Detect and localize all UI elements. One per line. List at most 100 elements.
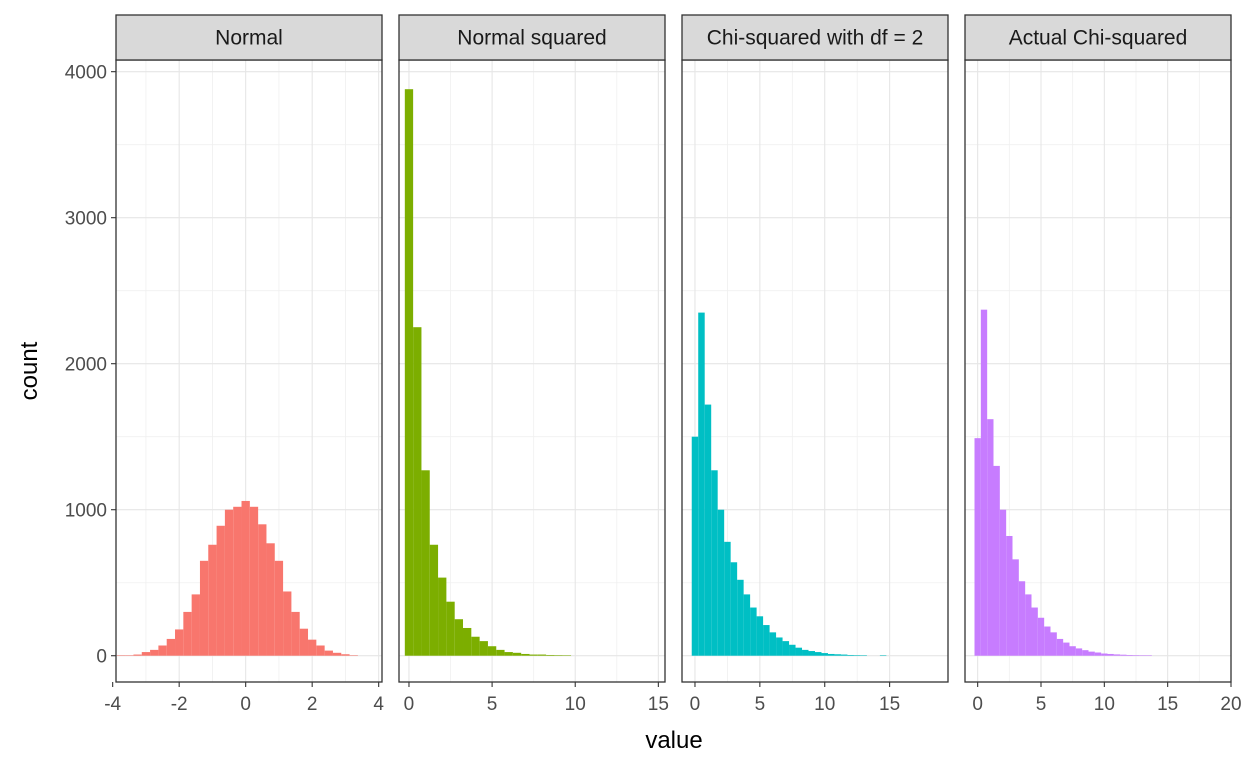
facet-strip (398, 14, 666, 61)
histogram-bar (1088, 651, 1095, 656)
facet-strip-label: Chi-squared with df = 2 (707, 27, 924, 50)
histogram-bar (258, 524, 267, 656)
y-tick-label: 0 (96, 647, 107, 668)
histogram-bar (1094, 652, 1102, 656)
histogram-bar (1037, 617, 1045, 656)
histogram-bar (980, 309, 988, 656)
y-axis: 0 1000 2000 3000 4000 (65, 63, 116, 668)
histogram-bar (521, 653, 530, 656)
histogram-bar (191, 594, 200, 656)
x-tick-label: 5 (1036, 694, 1047, 715)
histogram-bar (763, 625, 770, 656)
histogram-bar (1107, 653, 1114, 656)
facet-panel: Normal squared 0 5 10 15 (398, 14, 669, 715)
histogram-bar (125, 655, 134, 656)
facet-strip-label: Normal squared (457, 27, 606, 50)
y-tick-label: 4000 (65, 63, 107, 84)
x-tick-label: 10 (1094, 694, 1115, 715)
x-tick-label: 0 (690, 694, 701, 715)
histogram-bar (750, 607, 757, 656)
y-tick-label: 2000 (65, 355, 107, 376)
histogram-bar (266, 543, 275, 656)
x-tick-label: -4 (104, 694, 121, 715)
histogram-bar (987, 419, 994, 656)
x-tick-label: 15 (1157, 694, 1178, 715)
histogram-bar (512, 652, 522, 656)
histogram-bar (789, 644, 796, 656)
histogram-bar (808, 651, 815, 656)
histogram-bar (496, 649, 505, 656)
x-tick-label: 10 (565, 694, 586, 715)
histogram-bar (224, 509, 234, 656)
histogram-bar (1056, 638, 1064, 656)
histogram-bar (249, 506, 259, 656)
histogram-bar (299, 628, 309, 656)
x-tick-label: 5 (755, 694, 766, 715)
histogram-bar (1025, 594, 1032, 656)
histogram-bar (471, 636, 480, 656)
histogram-bar (769, 632, 777, 656)
histogram-bar (821, 653, 828, 656)
histogram-bar (1132, 655, 1140, 656)
histogram-bar (711, 470, 718, 656)
histogram-bar (1075, 648, 1083, 656)
histogram-bar (141, 652, 151, 656)
facet-strip-label: Actual Chi-squared (1009, 27, 1188, 50)
x-tick-label: 0 (972, 694, 983, 715)
histogram-bar (308, 639, 317, 656)
x-tick-label: 20 (1220, 694, 1241, 715)
histogram-bar (827, 653, 835, 656)
histogram-bar (1012, 559, 1019, 656)
histogram-bar (1006, 535, 1013, 656)
histogram-bar (158, 645, 167, 656)
histogram-bar (429, 544, 439, 656)
histogram-bar (1120, 654, 1127, 656)
histogram-bar (1050, 632, 1057, 656)
histogram-bar (802, 649, 809, 656)
histogram-bar (737, 579, 744, 656)
histogram-bar (743, 594, 751, 656)
facet-strip-label: Normal (215, 27, 283, 50)
histogram-bar (504, 652, 513, 656)
facet-strip (115, 14, 383, 61)
histogram-bar (274, 560, 284, 656)
histogram-bar (487, 646, 497, 656)
histogram-bar (834, 654, 841, 656)
x-tick-label: 15 (648, 694, 669, 715)
histogram-bar (1044, 626, 1051, 656)
histogram-bar (562, 655, 572, 656)
histogram-bar (208, 544, 217, 656)
histogram-bar (438, 577, 447, 656)
histogram-bar (216, 525, 225, 656)
histogram-bar (1139, 655, 1146, 656)
histogram-bar (332, 652, 342, 656)
x-tick-label: 4 (373, 694, 384, 715)
x-tick-label: 0 (404, 694, 415, 715)
histogram-bar (150, 649, 159, 656)
histogram-bar (879, 655, 887, 656)
facet-strip (964, 14, 1232, 61)
histogram-bar (283, 591, 292, 656)
histogram-bar (1145, 655, 1152, 656)
x-tick-label: 15 (879, 694, 900, 715)
histogram-bar (413, 327, 422, 656)
histogram-bar (341, 654, 350, 656)
histogram-bar (717, 509, 725, 656)
facet-strip (681, 14, 949, 61)
histogram-bar (316, 645, 325, 656)
histogram-bar (815, 652, 822, 656)
x-tick-label: -2 (171, 694, 188, 715)
histogram-bar (291, 611, 300, 656)
x-tick-label: 0 (240, 694, 251, 715)
y-tick-label: 3000 (65, 209, 107, 230)
histogram-bar (241, 500, 250, 656)
histogram-bar (463, 627, 472, 656)
histogram-bar (324, 650, 333, 656)
histogram-bar (421, 470, 430, 656)
histogram-bar (730, 562, 738, 656)
histogram-bar (704, 404, 712, 656)
histogram-bar (1113, 654, 1121, 656)
histogram-bar (724, 541, 731, 656)
